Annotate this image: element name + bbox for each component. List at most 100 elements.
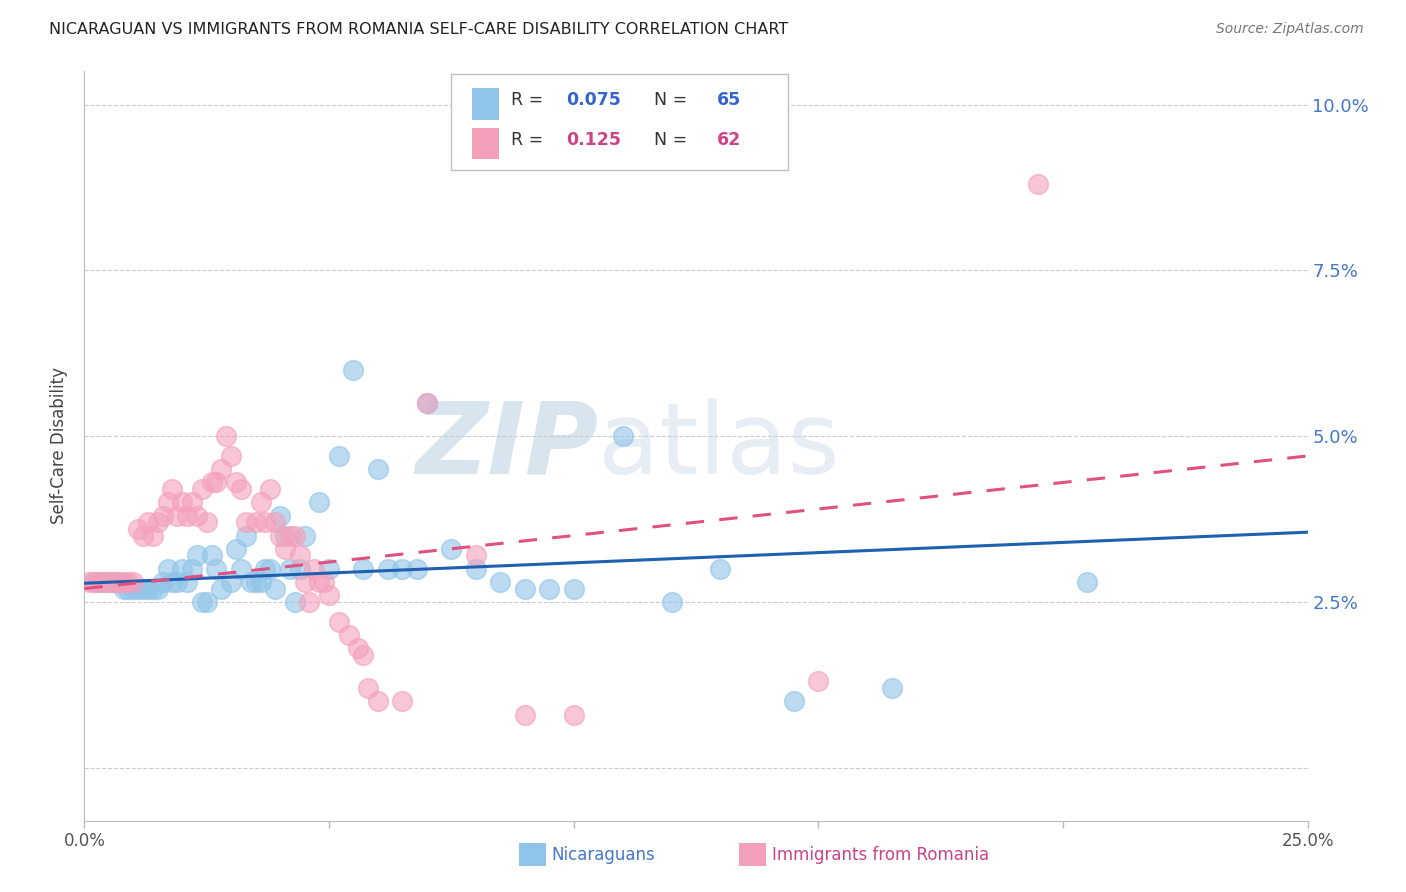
Point [328,615,350,629]
Point [464,562,486,576]
Text: NICARAGUAN VS IMMIGRANTS FROM ROMANIA SELF-CARE DISABILITY CORRELATION CHART: NICARAGUAN VS IMMIGRANTS FROM ROMANIA SE… [49,22,789,37]
Point [314,574,336,589]
Point [245,515,267,529]
Point [152,508,174,523]
Point [294,528,316,542]
Point [205,475,228,490]
Text: N =: N = [644,91,693,109]
Point [284,595,307,609]
Point [783,694,806,708]
Point [328,449,350,463]
Point [288,549,311,563]
Point [562,582,585,596]
Point [219,449,242,463]
Point [357,681,380,695]
Point [264,582,287,596]
Text: Source: ZipAtlas.com: Source: ZipAtlas.com [1216,22,1364,37]
Point [97,574,120,589]
Point [367,462,389,476]
Point [245,574,267,589]
Point [352,648,374,662]
Point [172,562,194,576]
Point [274,528,297,542]
Point [186,508,208,523]
Point [93,574,115,589]
Point [235,515,257,529]
Point [269,508,291,523]
Point [284,528,307,542]
Point [513,707,536,722]
Point [235,528,257,542]
Point [146,582,169,596]
Point [107,574,129,589]
Point [367,694,389,708]
Point [288,562,311,576]
Point [612,429,634,443]
Point [298,595,321,609]
Point [229,562,252,576]
Point [97,574,120,589]
Point [142,582,165,596]
Point [274,541,297,556]
Text: Nicaraguans: Nicaraguans [551,847,655,864]
Point [318,588,340,602]
Point [377,562,399,576]
Point [209,462,232,476]
Point [162,482,184,496]
Point [391,694,413,708]
Point [87,574,110,589]
Text: ZIP: ZIP [415,398,598,494]
Point [77,574,100,589]
Point [107,574,129,589]
Point [538,582,561,596]
Point [294,574,316,589]
Point [440,541,463,556]
Point [709,562,731,576]
Text: 62: 62 [717,131,741,149]
Point [176,574,198,589]
Point [269,528,291,542]
Point [156,495,179,509]
FancyBboxPatch shape [451,74,787,170]
Point [166,508,188,523]
Point [880,681,903,695]
Point [191,595,214,609]
Point [225,475,247,490]
Point [205,562,228,576]
Point [342,363,364,377]
Point [200,475,222,490]
Point [215,429,238,443]
Point [122,582,145,596]
FancyBboxPatch shape [519,843,546,865]
Text: N =: N = [644,131,693,149]
Point [152,574,174,589]
Point [162,574,184,589]
Text: 0.075: 0.075 [567,91,621,109]
Point [225,541,247,556]
Point [249,495,271,509]
Point [83,574,105,589]
Point [186,549,208,563]
Text: R =: R = [512,91,548,109]
Point [127,522,149,536]
FancyBboxPatch shape [738,843,766,865]
Point [200,549,222,563]
Text: R =: R = [512,131,548,149]
Point [132,582,155,596]
Point [166,574,188,589]
Point [661,595,683,609]
Point [308,495,330,509]
Point [249,574,271,589]
Point [352,562,374,576]
Point [562,707,585,722]
Point [391,562,413,576]
Point [181,495,204,509]
Point [259,482,281,496]
Point [209,582,232,596]
Point [406,562,429,576]
Point [416,396,439,410]
Point [807,674,830,689]
Point [278,528,301,542]
Point [513,582,536,596]
Point [195,515,218,529]
